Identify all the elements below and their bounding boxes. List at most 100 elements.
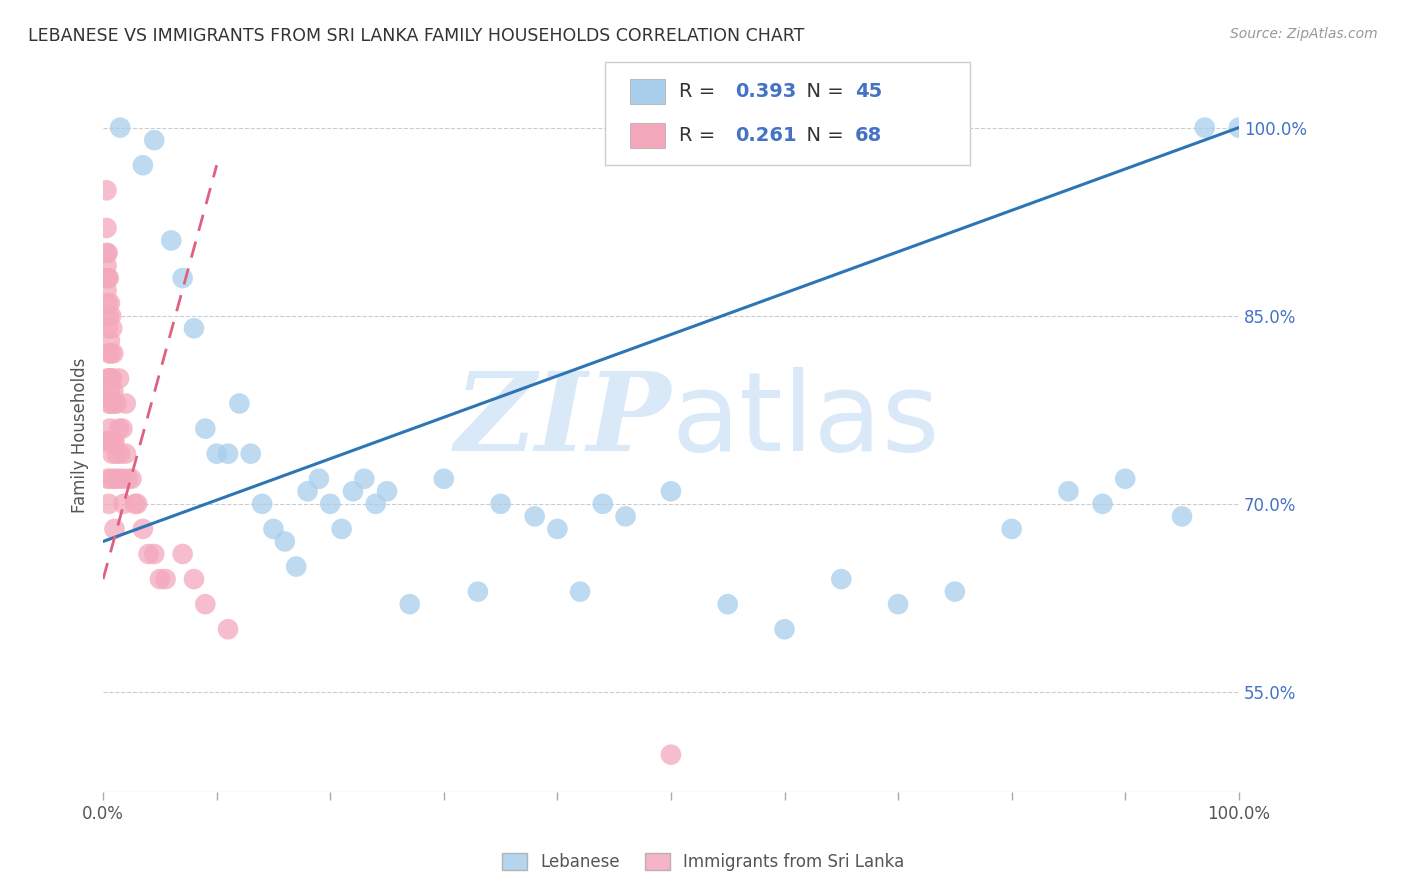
Point	[117, 472, 139, 486]
Y-axis label: Family Households: Family Households	[72, 357, 89, 513]
Text: 0.261: 0.261	[735, 126, 797, 145]
Point	[592, 497, 614, 511]
Point	[97, 434, 120, 449]
Point	[97, 309, 120, 323]
Point	[398, 597, 420, 611]
Point	[100, 309, 122, 323]
Point	[614, 509, 637, 524]
Text: 68: 68	[855, 126, 882, 145]
Point	[205, 447, 228, 461]
Point	[96, 259, 118, 273]
Point	[943, 584, 966, 599]
Point	[297, 484, 319, 499]
Text: atlas: atlas	[671, 368, 939, 474]
Point	[1057, 484, 1080, 499]
Point	[263, 522, 285, 536]
Point	[569, 584, 592, 599]
Point	[319, 497, 342, 511]
Point	[183, 572, 205, 586]
Point	[143, 133, 166, 147]
Text: ZIP: ZIP	[454, 367, 671, 475]
Point	[98, 296, 121, 310]
Point	[101, 396, 124, 410]
Point	[1171, 509, 1194, 524]
Text: Source: ZipAtlas.com: Source: ZipAtlas.com	[1230, 27, 1378, 41]
Point	[274, 534, 297, 549]
Point	[1227, 120, 1250, 135]
Point	[96, 246, 118, 260]
Point	[228, 396, 250, 410]
Point	[308, 472, 330, 486]
Point	[375, 484, 398, 499]
Point	[103, 434, 125, 449]
Point	[97, 246, 120, 260]
Point	[103, 522, 125, 536]
Point	[103, 384, 125, 398]
Point	[97, 371, 120, 385]
Point	[97, 396, 120, 410]
Point	[96, 271, 118, 285]
Point	[97, 371, 120, 385]
Point	[1194, 120, 1216, 135]
Text: LEBANESE VS IMMIGRANTS FROM SRI LANKA FAMILY HOUSEHOLDS CORRELATION CHART: LEBANESE VS IMMIGRANTS FROM SRI LANKA FA…	[28, 27, 804, 45]
Point	[96, 183, 118, 197]
Point	[659, 484, 682, 499]
Point	[143, 547, 166, 561]
Point	[115, 447, 138, 461]
Point	[103, 434, 125, 449]
Point	[1001, 522, 1024, 536]
Point	[97, 296, 120, 310]
Point	[97, 346, 120, 360]
Text: N =: N =	[794, 126, 851, 145]
Point	[546, 522, 568, 536]
Point	[330, 522, 353, 536]
Point	[108, 371, 131, 385]
Point	[127, 497, 149, 511]
Point	[97, 384, 120, 398]
Point	[155, 572, 177, 586]
Point	[100, 346, 122, 360]
Point	[149, 572, 172, 586]
Point	[285, 559, 308, 574]
Point	[111, 472, 134, 486]
Point	[100, 472, 122, 486]
Point	[523, 509, 546, 524]
Text: R =: R =	[679, 82, 721, 102]
Point	[217, 447, 239, 461]
Point	[132, 522, 155, 536]
Point	[97, 434, 120, 449]
Point	[132, 158, 155, 172]
Point	[108, 447, 131, 461]
Point	[98, 334, 121, 348]
Point	[98, 421, 121, 435]
Point	[100, 434, 122, 449]
Point	[160, 234, 183, 248]
Point	[108, 120, 131, 135]
Point	[108, 421, 131, 435]
Point	[103, 346, 125, 360]
Text: 0.393: 0.393	[735, 82, 797, 102]
Point	[239, 447, 262, 461]
Point	[96, 221, 118, 235]
Point	[97, 271, 120, 285]
Point	[138, 547, 160, 561]
Point	[97, 271, 120, 285]
Point	[467, 584, 489, 599]
Point	[101, 371, 124, 385]
Point	[1114, 472, 1136, 486]
Point	[98, 384, 121, 398]
Point	[112, 497, 135, 511]
Point	[342, 484, 364, 499]
Point	[183, 321, 205, 335]
Point	[101, 321, 124, 335]
Point	[887, 597, 910, 611]
Point	[103, 472, 125, 486]
Point	[100, 396, 122, 410]
Point	[433, 472, 456, 486]
Point	[194, 421, 217, 435]
Point	[121, 472, 143, 486]
Text: 45: 45	[855, 82, 882, 102]
Point	[96, 434, 118, 449]
Point	[1091, 497, 1114, 511]
Point	[250, 497, 273, 511]
